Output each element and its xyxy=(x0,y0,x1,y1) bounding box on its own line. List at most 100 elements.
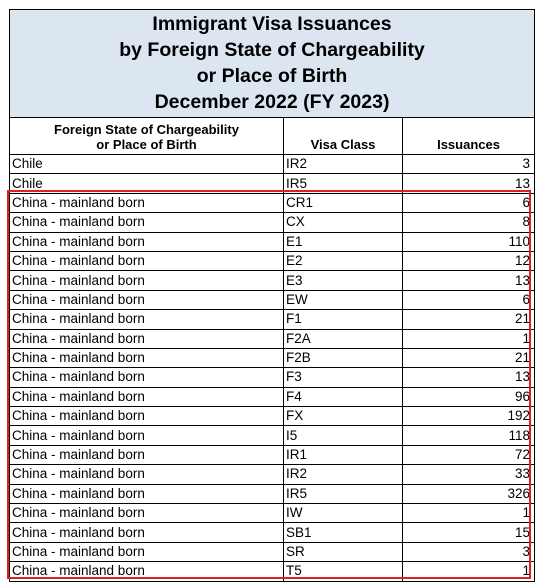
table-row: China - mainland born SR 3 xyxy=(9,541,536,563)
cell-country: China - mainland born xyxy=(9,444,284,466)
cell-country: China - mainland born xyxy=(9,192,284,214)
header-row: Foreign State of Chargeability or Place … xyxy=(9,117,536,155)
cell-issuances: 326 xyxy=(401,483,536,505)
title-line-2: by Foreign State of Chargeability xyxy=(119,39,425,61)
cell-visa-class: EW xyxy=(283,289,403,311)
title-line-3: or Place of Birth xyxy=(196,65,348,87)
cell-visa-class: IR5 xyxy=(283,173,403,194)
cell-country: China - mainland born xyxy=(9,367,284,388)
cell-issuances: 72 xyxy=(401,444,536,466)
cell-issuances: 1 xyxy=(401,561,536,582)
table-row: China - mainland born F2A 1 xyxy=(9,328,536,349)
cell-issuances: 13 xyxy=(401,173,536,194)
cell-country: China - mainland born xyxy=(9,231,284,252)
header-country-line-1: Foreign State of Chargeability xyxy=(54,122,239,137)
title-line-4: December 2022 (FY 2023) xyxy=(154,91,390,113)
table-row: Chile IR2 3 xyxy=(9,153,536,175)
table-title: Immigrant Visa Issuances by Foreign Stat… xyxy=(8,9,536,118)
cell-country: China - mainland born xyxy=(9,561,284,582)
cell-visa-class: CX xyxy=(283,212,403,233)
cell-issuances: 3 xyxy=(401,541,536,563)
cell-country: China - mainland born xyxy=(9,503,284,524)
cell-country: China - mainland born xyxy=(9,522,284,543)
table-row: China - mainland born F2B 21 xyxy=(9,347,536,369)
cell-country: Chile xyxy=(9,173,284,194)
cell-issuances: 33 xyxy=(401,464,536,485)
cell-visa-class: IW xyxy=(283,503,403,524)
table-row: China - mainland born E2 12 xyxy=(9,250,536,272)
table-row: China - mainland born F1 21 xyxy=(9,309,536,330)
cell-issuances: 192 xyxy=(401,406,536,427)
cell-visa-class: IR2 xyxy=(283,464,403,485)
table-row: China - mainland born FX 192 xyxy=(9,406,536,427)
cell-country: China - mainland born xyxy=(9,386,284,408)
cell-visa-class: E3 xyxy=(283,270,403,291)
cell-visa-class: F3 xyxy=(283,367,403,388)
cell-country: Chile xyxy=(9,153,284,175)
cell-country: China - mainland born xyxy=(9,270,284,291)
cell-country: China - mainland born xyxy=(9,483,284,505)
cell-country: China - mainland born xyxy=(9,541,284,563)
cell-country: China - mainland born xyxy=(9,250,284,272)
cell-visa-class: E2 xyxy=(283,250,403,272)
cell-visa-class: E1 xyxy=(283,231,403,252)
title-row: Immigrant Visa Issuances by Foreign Stat… xyxy=(8,9,536,118)
cell-issuances: 3 xyxy=(401,153,536,175)
cell-visa-class: IR5 xyxy=(283,483,403,505)
table-row: China - mainland born F3 13 xyxy=(9,367,536,388)
table-row: China - mainland born CR1 6 xyxy=(9,192,536,214)
table-row: China - mainland born IR5 326 xyxy=(9,483,536,505)
cell-country: China - mainland born xyxy=(9,406,284,427)
table-row: China - mainland born E1 110 xyxy=(9,231,536,252)
cell-visa-class: F1 xyxy=(283,309,403,330)
cell-country: China - mainland born xyxy=(9,425,284,446)
cell-issuances: 1 xyxy=(401,503,536,524)
cell-country: China - mainland born xyxy=(9,289,284,311)
cell-visa-class: I5 xyxy=(283,425,403,446)
cell-visa-class: SB1 xyxy=(283,522,403,543)
cell-issuances: 118 xyxy=(401,425,536,446)
table-row: China - mainland born F4 96 xyxy=(9,386,536,408)
cell-issuances: 96 xyxy=(401,386,536,408)
header-country: Foreign State of Chargeability or Place … xyxy=(9,117,284,155)
cell-visa-class: SR xyxy=(283,541,403,563)
cell-visa-class: F4 xyxy=(283,386,403,408)
table-row: Chile IR5 13 xyxy=(9,173,536,194)
table-body: Chile IR2 3 Chile IR5 13 China - mainland born… xyxy=(9,153,536,582)
cell-issuances: 13 xyxy=(401,367,536,388)
table-row: China - mainland born CX 8 xyxy=(9,212,536,233)
table-row: China - mainland born EW 6 xyxy=(9,289,536,311)
cell-visa-class: CR1 xyxy=(283,192,403,214)
cell-visa-class: IR1 xyxy=(283,444,403,466)
cell-country: China - mainland born xyxy=(9,347,284,369)
cell-issuances: 12 xyxy=(401,250,536,272)
title-line-1: Immigrant Visa Issuances xyxy=(152,13,392,35)
cell-issuances: 15 xyxy=(401,522,536,543)
table-row: China - mainland born SB1 15 xyxy=(9,522,536,543)
cell-country: China - mainland born xyxy=(9,328,284,349)
cell-visa-class: IR2 xyxy=(283,153,403,175)
cell-visa-class: F2B xyxy=(283,347,403,369)
cell-country: China - mainland born xyxy=(9,212,284,233)
cell-country: China - mainland born xyxy=(9,464,284,485)
header-country-line-2: or Place of Birth xyxy=(96,137,197,152)
table-row: China - mainland born IR1 72 xyxy=(9,444,536,466)
cell-issuances: 13 xyxy=(401,270,536,291)
cell-issuances: 8 xyxy=(401,212,536,233)
visa-issuance-table: Immigrant Visa Issuances by Foreign Stat… xyxy=(8,9,536,582)
header-visa-class: Visa Class xyxy=(283,117,403,155)
table-row: China - mainland born I5 118 xyxy=(9,425,536,446)
cell-issuances: 21 xyxy=(401,309,536,330)
cell-country: China - mainland born xyxy=(9,309,284,330)
cell-visa-class: F2A xyxy=(283,328,403,349)
cell-visa-class: T5 xyxy=(283,561,403,582)
table-row: China - mainland born IR2 33 xyxy=(9,464,536,485)
cell-issuances: 6 xyxy=(401,289,536,311)
header-issuances: Issuances xyxy=(401,117,536,155)
cell-issuances: 1 xyxy=(401,328,536,349)
cell-issuances: 110 xyxy=(401,231,536,252)
table-row: China - mainland born E3 13 xyxy=(9,270,536,291)
cell-issuances: 6 xyxy=(401,192,536,214)
table-row: China - mainland born IW 1 xyxy=(9,503,536,524)
table-row: China - mainland born T5 1 xyxy=(9,561,536,582)
